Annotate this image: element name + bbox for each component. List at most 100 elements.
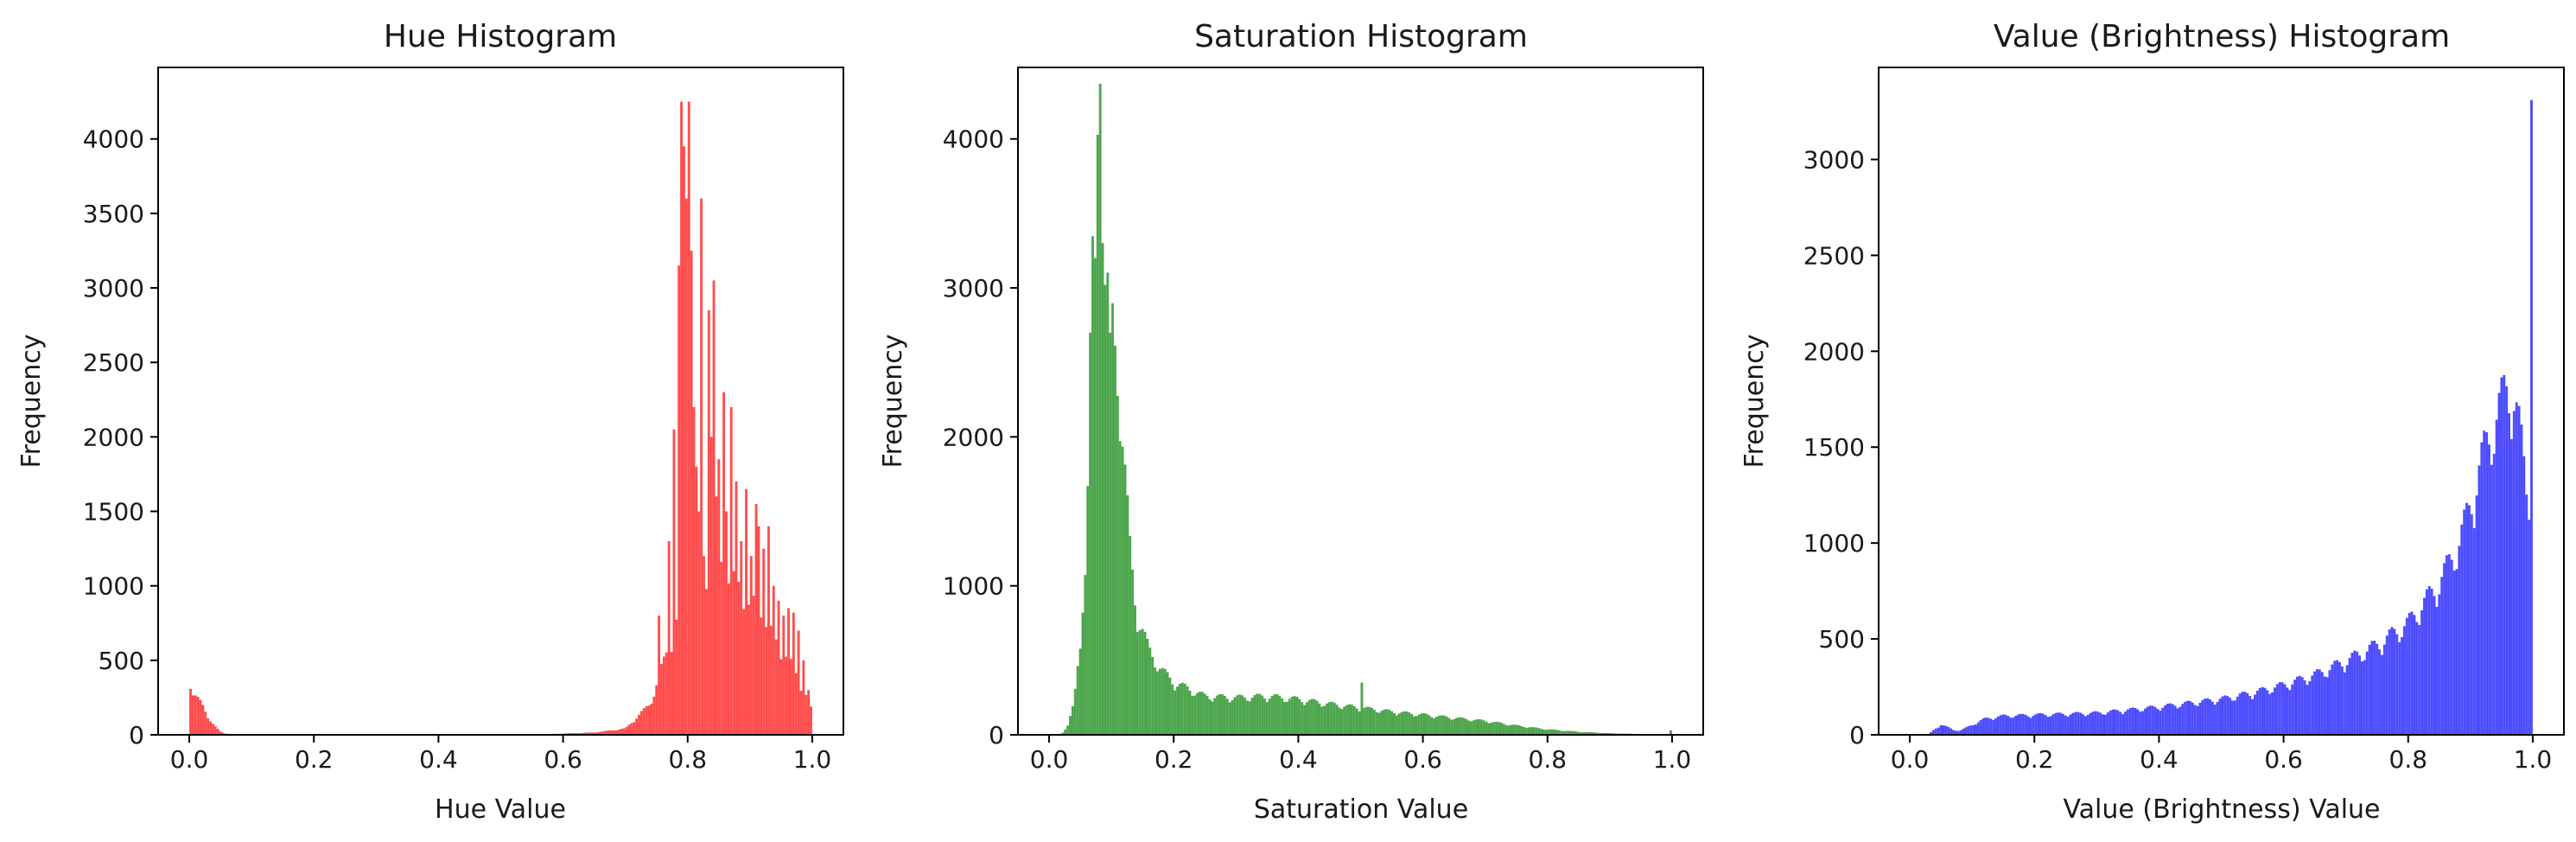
value-bar — [2447, 554, 2451, 735]
saturation-bar — [1146, 639, 1149, 735]
value-bar — [2475, 495, 2478, 735]
saturation-bar — [1504, 724, 1508, 735]
saturation-bar — [1462, 718, 1466, 735]
hue-bar — [191, 695, 194, 735]
value-bar — [2106, 712, 2109, 735]
saturation-bar — [1134, 605, 1136, 735]
hue-x-tick-label: 0.4 — [419, 745, 458, 774]
saturation-bar — [1465, 718, 1468, 735]
saturation-bar — [1236, 695, 1239, 735]
value-bar — [2039, 712, 2042, 735]
hue-bars — [189, 101, 812, 736]
saturation-bar — [1348, 704, 1351, 735]
saturation-bar — [1530, 727, 1533, 735]
value-y-tick-label: 1000 — [1803, 529, 1865, 558]
hue-bar — [700, 198, 703, 735]
value-bar — [2430, 588, 2433, 735]
saturation-bar — [1437, 715, 1441, 735]
saturation-bar — [1580, 732, 1583, 735]
value-bar — [2435, 607, 2439, 735]
value-bar — [2201, 699, 2204, 735]
value-bar — [2376, 643, 2379, 735]
saturation-bar — [1475, 719, 1479, 735]
hue-y-tick-label: 2000 — [83, 423, 144, 451]
value-bar — [2111, 709, 2115, 735]
hue-bar — [727, 583, 730, 735]
saturation-y-ticks: 0 1000 2000 3000 4000 — [943, 125, 1018, 750]
value-bar — [2176, 708, 2179, 735]
value-bar — [2477, 465, 2481, 735]
hue-bar — [703, 556, 705, 735]
value-bar — [2221, 696, 2224, 735]
saturation-bar — [1231, 700, 1234, 735]
saturation-bar — [1383, 709, 1386, 735]
hue-bar — [720, 561, 723, 735]
saturation-bar — [1089, 332, 1092, 735]
saturation-bar — [1131, 569, 1135, 735]
value-bar — [2517, 405, 2521, 735]
hue-bar — [645, 705, 648, 735]
saturation-bar — [1549, 729, 1553, 735]
saturation-bar — [1544, 730, 1548, 735]
value-bar — [2413, 615, 2416, 735]
value-bar — [1984, 718, 1988, 735]
value-bar — [2161, 707, 2165, 735]
value-bar — [1930, 732, 1932, 735]
saturation-bar — [1176, 686, 1179, 735]
saturation-bar — [1564, 730, 1568, 735]
hue-y-tick-label: 0 — [129, 721, 144, 750]
saturation-bar — [1402, 711, 1406, 735]
value-bar — [2423, 597, 2426, 735]
saturation-bar — [1084, 575, 1087, 735]
saturation-bar — [1390, 711, 1393, 735]
hue-x-tick-label: 0.6 — [544, 745, 582, 774]
saturation-bar — [1527, 727, 1530, 735]
value-bar — [2492, 453, 2496, 735]
saturation-bar — [1061, 732, 1065, 735]
hue-bar — [757, 526, 760, 735]
saturation-y-tick-label: 2000 — [943, 423, 1004, 451]
value-bar — [2213, 705, 2217, 735]
value-x-axis-label: Value (Brightness) Value — [2063, 794, 2380, 825]
saturation-bar — [1106, 272, 1110, 735]
value-bar — [1944, 725, 1948, 735]
value-bar — [2350, 653, 2354, 735]
saturation-bar — [1116, 395, 1119, 735]
saturation-bar — [1587, 731, 1590, 735]
saturation-bars — [1049, 83, 1672, 736]
value-bar — [2455, 569, 2458, 735]
saturation-bar — [1200, 692, 1204, 735]
saturation-bar — [1368, 706, 1371, 735]
saturation-bar — [1532, 727, 1536, 735]
value-bar — [2128, 707, 2132, 735]
saturation-bar — [1517, 724, 1521, 735]
hue-bar — [221, 732, 225, 735]
value-bar — [2450, 559, 2453, 735]
value-bar — [2159, 711, 2162, 735]
saturation-bar — [1422, 713, 1426, 735]
saturation-bar — [1420, 713, 1423, 735]
hue-y-tick-label: 3500 — [83, 200, 144, 228]
value-bar — [2121, 713, 2125, 735]
value-bar — [2171, 704, 2174, 735]
hue-bar — [752, 596, 755, 735]
value-bar — [2024, 714, 2027, 735]
saturation-x-ticks: 0.0 0.2 0.4 0.6 0.8 1.0 — [1030, 735, 1691, 774]
saturation-bar — [1256, 693, 1259, 735]
hue-bar — [785, 656, 788, 735]
hue-bar — [707, 309, 710, 735]
saturation-bar — [1440, 715, 1443, 735]
hue-bar — [745, 488, 747, 735]
hue-y-tick-label: 1500 — [83, 498, 144, 526]
value-bar — [2472, 527, 2476, 735]
value-bar — [1987, 718, 1990, 735]
saturation-bar — [1263, 698, 1266, 735]
value-bar — [2356, 651, 2359, 735]
saturation-bar — [1129, 536, 1132, 735]
saturation-bar — [1203, 693, 1206, 735]
value-bar — [2328, 670, 2331, 735]
value-bar — [2520, 424, 2523, 735]
value-bar — [2021, 713, 2025, 735]
value-bar — [2139, 711, 2142, 735]
value-bar — [2064, 715, 2067, 735]
